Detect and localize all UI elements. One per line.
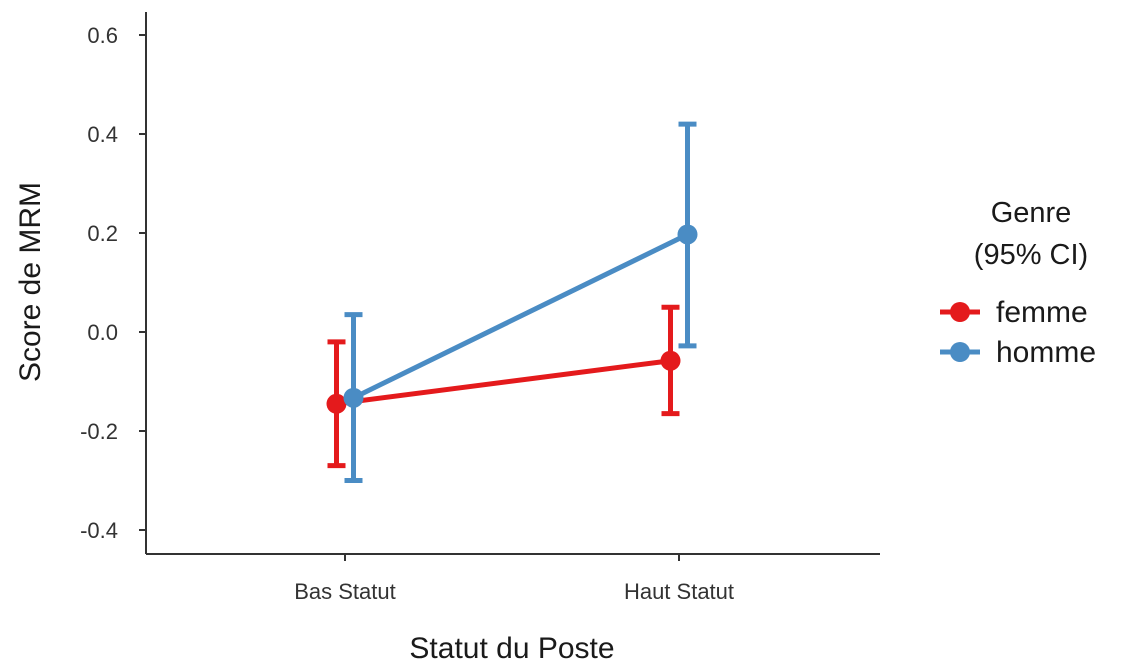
- series-line: [336, 358, 671, 407]
- x-tick-label: Bas Statut: [294, 579, 396, 604]
- y-tick-label: -0.4: [80, 518, 118, 543]
- legend-label: homme: [996, 336, 1096, 369]
- series-line: [352, 232, 689, 401]
- series-homme: [343, 121, 698, 483]
- x-axis-title: Statut du Poste: [409, 632, 614, 665]
- x-axis-ticks: Bas Statut Haut Statut: [294, 554, 734, 604]
- data-point: [326, 393, 347, 414]
- data-point: [660, 350, 681, 371]
- y-tick-label: 0.6: [87, 23, 118, 48]
- y-tick-label: 0.0: [87, 320, 118, 345]
- legend-item-homme: homme: [940, 336, 1096, 369]
- series-femme: [326, 304, 681, 469]
- plot-series: [326, 121, 698, 483]
- legend-items: femme homme: [940, 296, 1096, 369]
- data-point: [677, 224, 698, 245]
- axes: [145, 12, 880, 555]
- legend-title-line1: Genre: [991, 197, 1072, 229]
- legend-key-point: [950, 342, 970, 362]
- legend-key-point: [950, 302, 970, 322]
- legend: Genre (95% CI) femme homme: [940, 197, 1096, 369]
- legend-item-femme: femme: [940, 296, 1088, 329]
- data-point: [343, 387, 364, 408]
- legend-title-line2: (95% CI): [974, 239, 1088, 271]
- y-tick-label: 0.4: [87, 122, 118, 147]
- x-tick-label: Haut Statut: [624, 579, 734, 604]
- y-tick-label: 0.2: [87, 221, 118, 246]
- y-tick-label: -0.2: [80, 419, 118, 444]
- legend-label: femme: [996, 296, 1088, 329]
- y-axis-ticks: -0.4 -0.2 0.0 0.2 0.4 0.6: [80, 23, 146, 543]
- y-axis-title: Score de MRM: [14, 182, 47, 382]
